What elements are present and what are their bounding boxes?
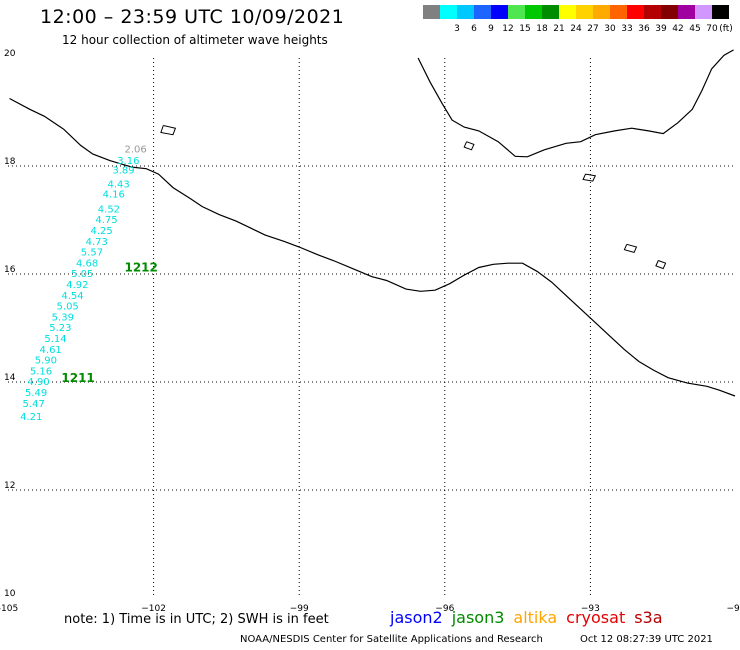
wave-height-value: 4.75 [95, 215, 117, 226]
legend-swatch [423, 5, 440, 19]
legend-swatch [440, 5, 457, 19]
legend-label: 18 [536, 24, 548, 34]
wave-height-value: 4.90 [27, 377, 49, 388]
legend-label: 15 [519, 24, 531, 34]
wave-height-value: 5.16 [30, 366, 52, 377]
wave-height-value: 4.43 [107, 180, 129, 191]
track-time-label: 1212 [124, 260, 157, 274]
wave-height-value: 5.57 [81, 248, 103, 259]
wave-height-value: 5.05 [71, 269, 93, 280]
legend-label: 24 [570, 24, 582, 34]
legend-swatch [678, 5, 695, 19]
legend-swatch [457, 5, 474, 19]
latitude-tick-label: 16 [4, 265, 16, 275]
pacific-coastline [9, 97, 736, 397]
legend-label: 42 [672, 24, 684, 34]
latitude-tick-label: 12 [4, 481, 15, 491]
legend-label: 45 [689, 24, 701, 34]
wave-height-value: 4.21 [20, 412, 42, 423]
longitude-tick-label: −99 [290, 604, 309, 614]
longitude-tick-label: -105 [0, 604, 18, 614]
satellite-label-altika: altika [513, 608, 558, 627]
latitude-tick-label: 10 [4, 589, 16, 599]
legend-label: 9 [488, 24, 494, 34]
legend-label: 12 [502, 24, 514, 34]
legend-swatch [491, 5, 508, 19]
credit-text: NOAA/NESDIS Center for Satellite Applica… [240, 634, 543, 645]
wave-height-value: 4.25 [91, 226, 113, 237]
legend-swatch [474, 5, 491, 19]
generated-timestamp: Oct 12 08:27:39 UTC 2021 [580, 634, 713, 645]
longitude-tick-label: −102 [141, 604, 166, 614]
wave-height-value: 5.90 [35, 356, 57, 367]
wave-height-value: 3.16 [117, 156, 139, 167]
wave-height-value: 3.89 [112, 166, 134, 177]
wave-height-value: 4.16 [103, 189, 125, 200]
longitude-tick-label: −96 [435, 604, 454, 614]
wave-height-value: 5.23 [49, 323, 71, 334]
longitude-tick-label: −90 [727, 604, 740, 614]
legend-label: 3 [454, 24, 460, 34]
credit-line: NOAA/NESDIS Center for Satellite Applica… [240, 634, 713, 645]
legend-swatch [627, 5, 644, 19]
gulf-coastline [417, 49, 734, 158]
legend-swatch [661, 5, 678, 19]
legend-swatch [525, 5, 542, 19]
legend-swatch [644, 5, 661, 19]
latitude-tick-label: 14 [4, 373, 16, 383]
coast-island [623, 243, 638, 253]
wave-height-value: 4.52 [98, 204, 120, 215]
legend-swatch [542, 5, 559, 19]
latitude-tick-label: 20 [4, 49, 16, 59]
wave-height-value: 5.47 [23, 399, 45, 410]
legend-label: 36 [638, 24, 650, 34]
legend-swatch [593, 5, 610, 19]
legend-label: 39 [655, 24, 667, 34]
wave-height-value: 4.61 [40, 345, 62, 356]
satellite-label-jason2: jason2 [390, 608, 443, 627]
legend-swatch [508, 5, 525, 19]
legend-label: 30 [604, 24, 616, 34]
legend-label: 33 [621, 24, 633, 34]
wave-height-value: 4.54 [61, 291, 83, 302]
legend-label: 27 [587, 24, 599, 34]
legend-unit: (ft) [719, 24, 733, 34]
map-subtitle: 12 hour collection of altimeter wave hei… [62, 33, 328, 47]
satellite-label-cryosat: cryosat [566, 608, 626, 627]
wave-height-value: 5.39 [52, 312, 74, 323]
legend-swatch [610, 5, 627, 19]
wave-height-value: 5.14 [44, 334, 66, 345]
wave-height-value: 5.05 [57, 302, 79, 313]
legend-swatch [559, 5, 576, 19]
legend-swatch [695, 5, 712, 19]
longitude-tick-label: −93 [581, 604, 600, 614]
latitude-tick-label: 18 [4, 157, 16, 167]
satellite-label-s3a: s3a [634, 608, 663, 627]
legend-label: 21 [553, 24, 565, 34]
coast-island [582, 173, 597, 182]
wave-height-value: 2.06 [124, 145, 146, 156]
coast-island [463, 141, 475, 151]
legend-label: 6 [471, 24, 477, 34]
coast-island [655, 260, 667, 270]
legend-swatch [576, 5, 593, 19]
map-title: 12:00 – 23:59 UTC 10/09/2021 [40, 6, 345, 28]
satellite-label-jason3: jason3 [451, 608, 505, 627]
wave-height-value: 4.92 [66, 280, 88, 291]
legend-label: 70 [706, 24, 718, 34]
wave-height-value: 4.73 [86, 237, 108, 248]
wave-height-value: 5.49 [25, 388, 47, 399]
wave-height-value: 4.68 [76, 258, 98, 269]
units-note: note: 1) Time is in UTC; 2) SWH is in fe… [64, 612, 329, 627]
satellite-legend: jason2 jason3 altika cryosat s3a [390, 608, 672, 627]
coast-island [160, 125, 177, 136]
legend-swatch [712, 5, 729, 19]
track-time-label: 1211 [61, 371, 94, 385]
